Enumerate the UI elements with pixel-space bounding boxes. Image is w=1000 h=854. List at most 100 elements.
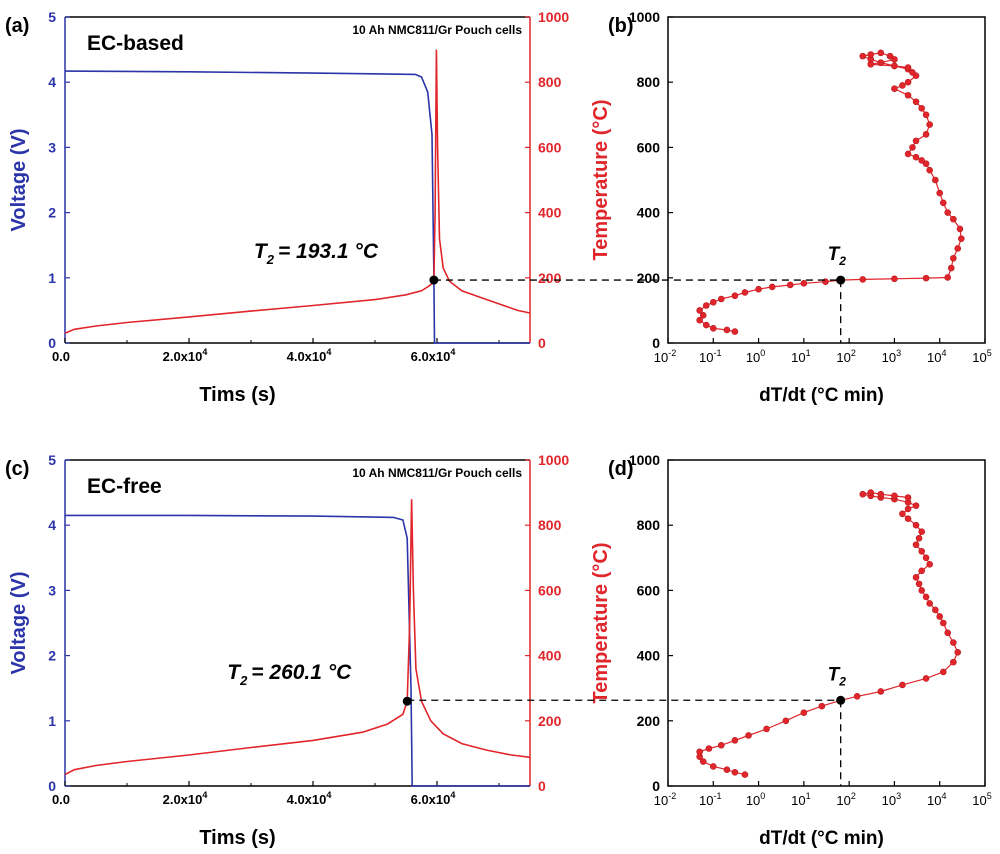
y-right-tick-label: 600 bbox=[538, 582, 562, 598]
scatter-point bbox=[926, 121, 933, 128]
scatter-point bbox=[947, 264, 955, 272]
voltage-line bbox=[64, 70, 530, 344]
scatter-point bbox=[696, 307, 703, 314]
temperature-line bbox=[64, 499, 531, 776]
t2-marker bbox=[836, 275, 846, 285]
scatter-point bbox=[891, 492, 898, 500]
x-tick-label: 100 bbox=[746, 348, 765, 365]
scatter-point bbox=[859, 490, 867, 498]
x-tick-exponent: 4 bbox=[202, 790, 207, 800]
y-right-axis-label: Temperature (°C) bbox=[590, 543, 612, 704]
x-tick-exponent: 1 bbox=[806, 348, 811, 358]
scatter-point bbox=[723, 766, 731, 774]
panel-label: (d) bbox=[608, 458, 634, 480]
x-tick-label: 6.0x104 bbox=[411, 347, 456, 364]
scatter-point bbox=[922, 160, 930, 167]
x-tick-label: 101 bbox=[791, 348, 810, 365]
x-tick-label: 2.0x104 bbox=[163, 790, 208, 807]
scatter-point bbox=[709, 763, 717, 770]
y-right-tick-label: 0 bbox=[538, 335, 546, 351]
y-right-tick-label: 400 bbox=[538, 648, 562, 664]
y-left-tick-label: 0 bbox=[48, 778, 56, 794]
scatter-point bbox=[696, 316, 703, 324]
x-tick-label: 0.0 bbox=[52, 792, 70, 807]
y-right-tick-label: 800 bbox=[538, 517, 562, 533]
x-tick-exponent: 4 bbox=[450, 347, 455, 357]
y-tick-label: 200 bbox=[637, 713, 661, 729]
t2-annotation: T2 = 260.1 °C bbox=[227, 661, 352, 688]
scatter-point bbox=[944, 274, 951, 281]
scatter-point bbox=[912, 541, 920, 549]
scatter-point bbox=[940, 199, 947, 207]
x-tick-label: 10-2 bbox=[654, 791, 676, 808]
scatter-point bbox=[922, 274, 930, 282]
x-tick-exponent: 1 bbox=[806, 791, 811, 801]
panel-tag: EC-based bbox=[87, 32, 184, 55]
x-axis-label: Tims (s) bbox=[199, 384, 275, 406]
scatter-point bbox=[912, 153, 920, 161]
panel-label: (c) bbox=[5, 458, 29, 480]
scatter-point bbox=[904, 91, 912, 99]
y-left-tick-label: 2 bbox=[48, 648, 56, 664]
scatter-point bbox=[899, 510, 906, 518]
x-tick-exponent: -1 bbox=[714, 348, 722, 358]
scatter-point bbox=[912, 502, 920, 509]
scatter-point bbox=[926, 561, 933, 568]
x-tick-exponent: 5 bbox=[987, 348, 992, 358]
y-tick-label: 800 bbox=[637, 74, 661, 90]
scatter-point bbox=[936, 189, 944, 197]
scatter-point bbox=[944, 629, 951, 637]
scatter-point bbox=[940, 619, 947, 627]
x-tick-label: 102 bbox=[836, 348, 855, 365]
y-left-tick-label: 4 bbox=[48, 74, 56, 90]
x-tick-label: 4.0x104 bbox=[287, 347, 332, 364]
scatter-point bbox=[918, 587, 925, 594]
t2-marker bbox=[402, 696, 412, 706]
y-tick-label: 600 bbox=[637, 139, 661, 155]
y-right-axis-label: Temperature (°C) bbox=[590, 100, 612, 261]
scatter-point bbox=[891, 85, 898, 93]
scatter-point bbox=[859, 276, 867, 283]
x-tick-exponent: -1 bbox=[714, 791, 722, 801]
x-axis-label: dT/dt (°C min) bbox=[759, 385, 884, 406]
scatter-point bbox=[918, 567, 925, 575]
x-tick-exponent: 3 bbox=[896, 348, 901, 358]
scatter-point bbox=[922, 675, 930, 682]
scatter-point bbox=[922, 554, 930, 562]
scatter-point bbox=[912, 574, 920, 581]
scatter-point bbox=[877, 59, 885, 66]
x-tick-label: 105 bbox=[972, 348, 991, 365]
scatter-point bbox=[922, 131, 930, 138]
t2-subscript: 2 bbox=[266, 252, 275, 267]
scatter-point bbox=[912, 521, 920, 529]
scatter-point bbox=[877, 490, 885, 498]
x-tick-label: 2.0x104 bbox=[163, 347, 208, 364]
scatter-point bbox=[922, 593, 930, 601]
x-tick-exponent: 4 bbox=[326, 790, 331, 800]
scatter-point bbox=[867, 51, 875, 58]
t2-subscript: 2 bbox=[838, 254, 846, 268]
scatter-point bbox=[918, 104, 925, 112]
x-tick-exponent: 0 bbox=[760, 791, 765, 801]
y-tick-label: 0 bbox=[652, 335, 660, 351]
scatter-point bbox=[915, 580, 923, 588]
scatter-point bbox=[786, 281, 794, 289]
x-tick-label: 10-1 bbox=[699, 348, 721, 365]
scatter-point bbox=[904, 505, 912, 513]
scatter-point bbox=[904, 78, 912, 86]
x-tick-exponent: 2 bbox=[851, 348, 856, 358]
scatter-point bbox=[891, 56, 898, 63]
scatter-point bbox=[918, 157, 925, 164]
note-text: 10 Ah NMC811/Gr Pouch cells bbox=[352, 23, 522, 37]
x-tick-label: 101 bbox=[791, 791, 810, 808]
scatter-point bbox=[705, 745, 713, 752]
scatter-point bbox=[717, 295, 725, 303]
y-right-tick-label: 1000 bbox=[538, 452, 569, 468]
scatter-point bbox=[954, 245, 962, 252]
y-tick-label: 800 bbox=[637, 517, 661, 533]
y-tick-label: 1000 bbox=[629, 452, 660, 468]
scatter-point bbox=[800, 280, 808, 287]
scatter-point bbox=[909, 144, 916, 151]
